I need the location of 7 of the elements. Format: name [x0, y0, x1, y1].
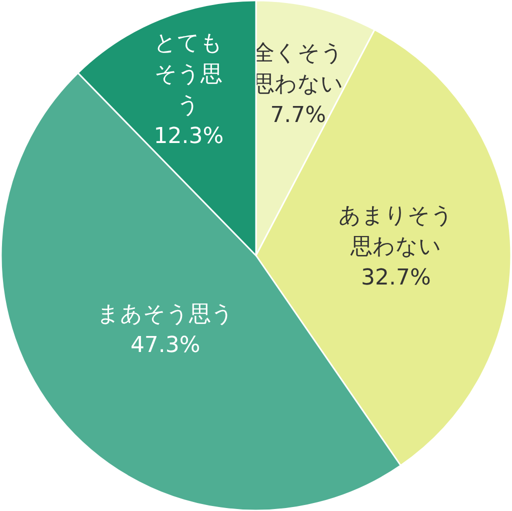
data-label: 7.7% — [270, 103, 326, 128]
data-label: 47.3% — [130, 332, 200, 358]
slice-label: あまりそう思わない — [338, 204, 454, 260]
data-label: 12.3% — [154, 124, 224, 150]
slice-label: とてもそう思う — [154, 31, 224, 118]
slice-label: まあそう思う — [96, 302, 234, 327]
data-label: 32.7% — [361, 266, 431, 291]
